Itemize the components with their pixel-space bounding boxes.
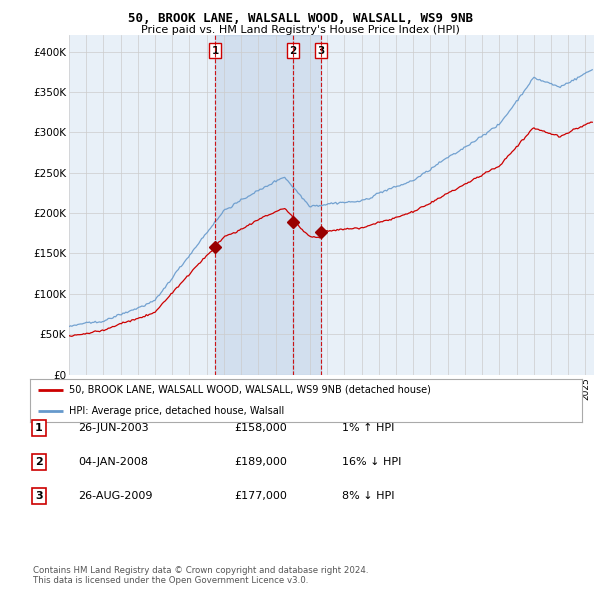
Text: 04-JAN-2008: 04-JAN-2008 <box>78 457 148 467</box>
Text: 2: 2 <box>35 457 43 467</box>
Text: 1: 1 <box>35 423 43 432</box>
Bar <box>293 35 321 375</box>
Text: HPI: Average price, detached house, Walsall: HPI: Average price, detached house, Wals… <box>68 407 284 416</box>
Text: 16% ↓ HPI: 16% ↓ HPI <box>342 457 401 467</box>
Text: 8% ↓ HPI: 8% ↓ HPI <box>342 491 395 501</box>
Text: 50, BROOK LANE, WALSALL WOOD, WALSALL, WS9 9NB (detached house): 50, BROOK LANE, WALSALL WOOD, WALSALL, W… <box>68 385 431 395</box>
Text: £158,000: £158,000 <box>234 423 287 432</box>
Text: 1% ↑ HPI: 1% ↑ HPI <box>342 423 394 432</box>
Text: 2: 2 <box>289 45 296 55</box>
Text: 3: 3 <box>317 45 325 55</box>
Text: £177,000: £177,000 <box>234 491 287 501</box>
Text: Contains HM Land Registry data © Crown copyright and database right 2024.
This d: Contains HM Land Registry data © Crown c… <box>33 566 368 585</box>
Text: Price paid vs. HM Land Registry's House Price Index (HPI): Price paid vs. HM Land Registry's House … <box>140 25 460 35</box>
Text: £189,000: £189,000 <box>234 457 287 467</box>
Text: 26-AUG-2009: 26-AUG-2009 <box>78 491 152 501</box>
Bar <box>215 35 293 375</box>
Text: 26-JUN-2003: 26-JUN-2003 <box>78 423 149 432</box>
Text: 50, BROOK LANE, WALSALL WOOD, WALSALL, WS9 9NB: 50, BROOK LANE, WALSALL WOOD, WALSALL, W… <box>128 12 473 25</box>
Text: 3: 3 <box>35 491 43 501</box>
Text: 1: 1 <box>211 45 218 55</box>
